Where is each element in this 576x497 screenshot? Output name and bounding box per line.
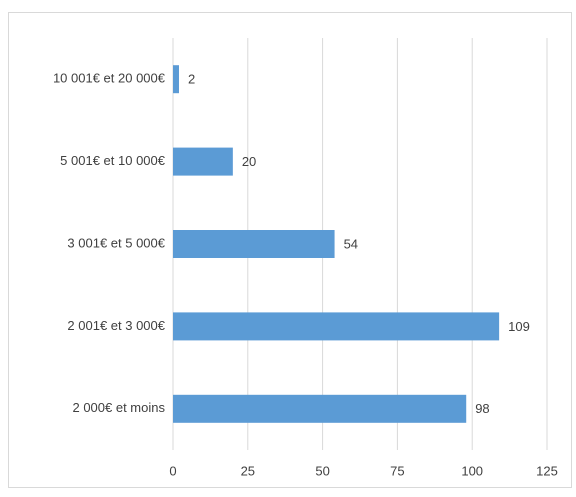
bar (173, 65, 179, 94)
y-tick-label: 2 001€ et 3 000€ (67, 318, 165, 333)
x-tick-label: 75 (390, 463, 404, 478)
bar (173, 230, 335, 258)
x-tick-label: 50 (315, 463, 329, 478)
y-tick-label: 3 001€ et 5 000€ (67, 235, 165, 250)
x-tick-label: 100 (461, 463, 483, 478)
bar (173, 147, 233, 176)
data-label: 2 (188, 72, 195, 87)
y-tick-label: 5 001€ et 10 000€ (60, 153, 166, 168)
x-tick-label: 125 (536, 463, 558, 478)
data-label: 109 (508, 319, 530, 334)
data-label: 54 (344, 236, 358, 251)
y-tick-label: 2 000€ et moins (72, 400, 165, 415)
x-tick-label: 0 (169, 463, 176, 478)
x-tick-label: 25 (241, 463, 255, 478)
bar (173, 312, 500, 341)
data-label: 98 (475, 401, 489, 416)
bar (173, 394, 467, 423)
data-label: 20 (242, 154, 256, 169)
y-tick-label: 10 001€ et 20 000€ (53, 71, 166, 86)
